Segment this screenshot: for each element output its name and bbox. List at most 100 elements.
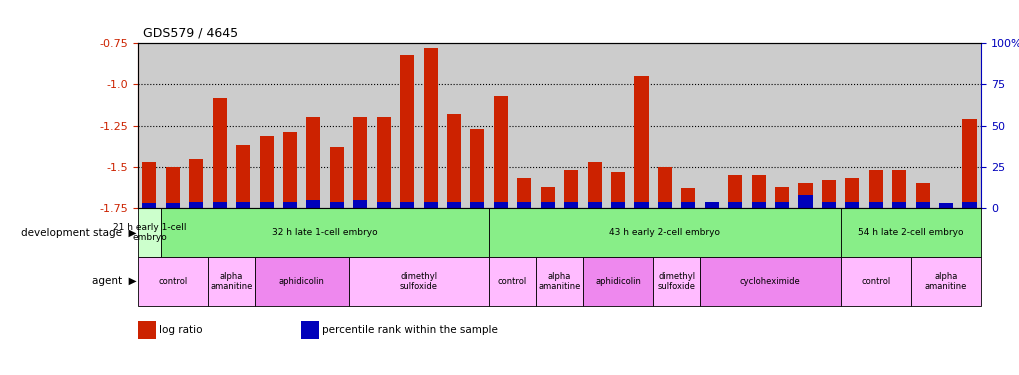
Bar bbox=[329, 147, 343, 208]
Bar bbox=[489, 208, 840, 257]
Bar bbox=[235, 146, 250, 208]
Bar bbox=[582, 257, 652, 306]
Bar bbox=[138, 43, 161, 208]
Bar bbox=[376, 201, 390, 208]
Bar bbox=[419, 43, 442, 208]
Bar bbox=[868, 201, 882, 208]
Bar bbox=[470, 129, 484, 208]
Bar bbox=[610, 172, 625, 208]
Bar bbox=[282, 132, 297, 208]
Bar bbox=[190, 201, 203, 208]
Bar bbox=[962, 119, 975, 208]
Bar bbox=[208, 43, 231, 208]
Bar bbox=[446, 114, 461, 208]
Bar bbox=[517, 178, 531, 208]
Bar bbox=[138, 257, 208, 306]
Bar bbox=[423, 48, 437, 208]
Text: dimethyl
sulfoxide: dimethyl sulfoxide bbox=[657, 272, 695, 291]
Bar bbox=[892, 170, 905, 208]
Bar bbox=[634, 76, 648, 208]
Text: 32 h late 1-cell embryo: 32 h late 1-cell embryo bbox=[272, 228, 378, 237]
Bar bbox=[540, 201, 554, 208]
Bar bbox=[231, 43, 255, 208]
Text: log ratio: log ratio bbox=[159, 325, 203, 335]
Bar bbox=[868, 170, 882, 208]
Bar bbox=[143, 203, 156, 208]
Bar bbox=[657, 167, 672, 208]
Bar bbox=[769, 43, 793, 208]
Bar bbox=[845, 178, 859, 208]
Bar bbox=[306, 117, 320, 208]
Bar bbox=[634, 201, 648, 208]
Bar bbox=[722, 43, 746, 208]
Bar bbox=[564, 170, 578, 208]
Bar bbox=[821, 180, 836, 208]
Text: development stage  ▶: development stage ▶ bbox=[21, 228, 137, 237]
Bar bbox=[143, 162, 156, 208]
Bar bbox=[629, 43, 652, 208]
Bar bbox=[306, 200, 320, 208]
Text: aphidicolin: aphidicolin bbox=[278, 277, 324, 286]
Text: 54 h late 2-cell embryo: 54 h late 2-cell embryo bbox=[857, 228, 963, 237]
Bar bbox=[915, 201, 928, 208]
Text: aphidicolin: aphidicolin bbox=[594, 277, 640, 286]
Bar bbox=[910, 257, 980, 306]
Text: control: control bbox=[158, 277, 187, 286]
Bar bbox=[564, 201, 578, 208]
Bar bbox=[840, 43, 863, 208]
Bar bbox=[259, 135, 273, 208]
Bar bbox=[751, 201, 765, 208]
Bar bbox=[353, 117, 367, 208]
Bar bbox=[255, 43, 278, 208]
Bar bbox=[513, 43, 536, 208]
Bar bbox=[540, 187, 554, 208]
Bar bbox=[399, 55, 414, 208]
Bar bbox=[728, 201, 742, 208]
Bar bbox=[536, 257, 582, 306]
Bar bbox=[699, 43, 722, 208]
Bar bbox=[376, 117, 390, 208]
Text: agent  ▶: agent ▶ bbox=[92, 276, 137, 286]
Bar bbox=[704, 203, 718, 208]
Bar bbox=[699, 257, 840, 306]
Text: dimethyl
sulfoxide: dimethyl sulfoxide bbox=[399, 272, 437, 291]
Bar bbox=[493, 201, 507, 208]
Text: GDS579 / 4645: GDS579 / 4645 bbox=[143, 26, 237, 39]
Bar bbox=[821, 201, 836, 208]
Bar bbox=[395, 43, 419, 208]
Bar bbox=[302, 43, 325, 208]
Bar bbox=[235, 201, 250, 208]
Bar bbox=[489, 43, 513, 208]
Bar bbox=[278, 43, 302, 208]
Text: alpha
amanitine: alpha amanitine bbox=[538, 272, 580, 291]
Bar bbox=[774, 201, 789, 208]
Bar bbox=[353, 200, 367, 208]
Bar bbox=[652, 257, 699, 306]
Bar bbox=[213, 201, 226, 208]
Bar bbox=[587, 162, 601, 208]
Bar bbox=[442, 43, 466, 208]
Bar bbox=[845, 201, 859, 208]
Text: alpha
amanitine: alpha amanitine bbox=[210, 272, 253, 291]
Bar bbox=[466, 43, 489, 208]
Bar bbox=[728, 175, 742, 208]
Bar bbox=[746, 43, 769, 208]
Bar bbox=[793, 43, 816, 208]
Bar bbox=[798, 195, 812, 208]
Bar bbox=[676, 43, 699, 208]
Bar bbox=[138, 208, 161, 257]
Bar bbox=[184, 43, 208, 208]
Bar bbox=[915, 183, 928, 208]
Bar bbox=[587, 201, 601, 208]
Bar bbox=[161, 208, 489, 257]
Bar bbox=[348, 257, 489, 306]
Text: control: control bbox=[497, 277, 527, 286]
Bar bbox=[704, 201, 718, 208]
Bar bbox=[652, 43, 676, 208]
Bar bbox=[470, 201, 484, 208]
Bar bbox=[259, 201, 273, 208]
Bar bbox=[493, 96, 507, 208]
Bar bbox=[190, 159, 203, 208]
Bar bbox=[774, 187, 789, 208]
Text: cycloheximide: cycloheximide bbox=[739, 277, 800, 286]
